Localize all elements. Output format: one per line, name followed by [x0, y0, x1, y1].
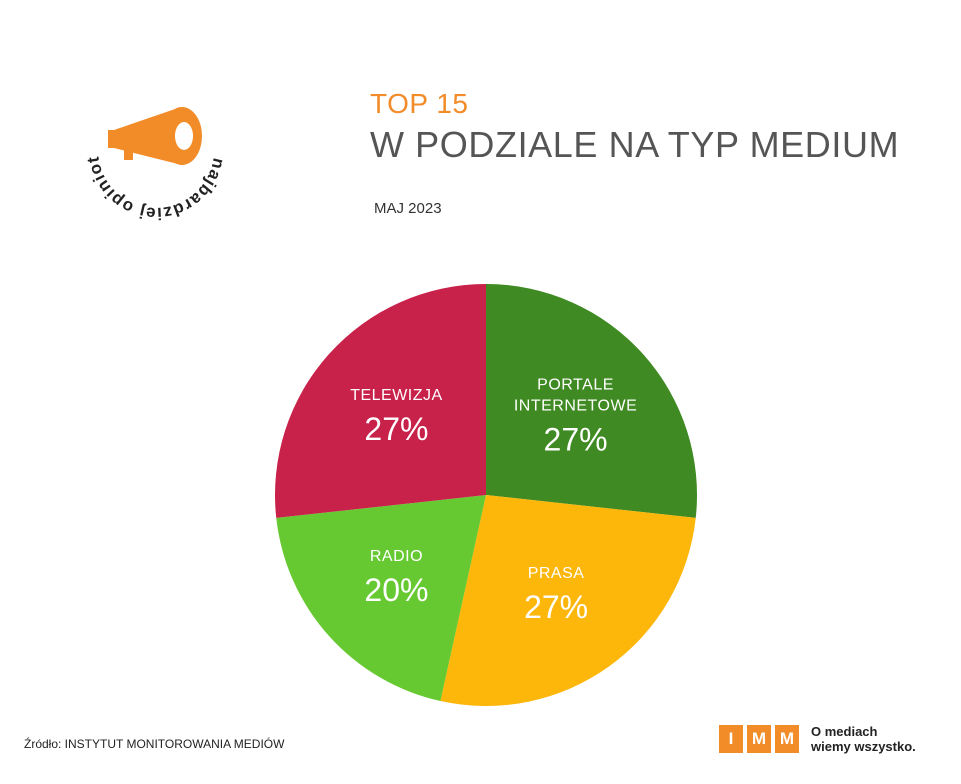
- imm-brand: I M M O mediach wiemy wszystko.: [719, 724, 916, 754]
- slice-value-radio: 20%: [364, 572, 428, 608]
- pie-slice-portale-internetowe: [486, 284, 698, 518]
- pie-slice-radio: [276, 495, 486, 702]
- brand-tagline: O mediach wiemy wszystko.: [811, 724, 916, 754]
- brand-badge: najbardziej opiniotwórcze media: [58, 45, 246, 240]
- slice-label-prasa: PRASA: [528, 565, 585, 582]
- slice-label-portale-internetowe-2: INTERNETOWE: [514, 398, 637, 415]
- page-title: W PODZIALE NA TYP MEDIUM: [370, 124, 900, 165]
- brand-letter-m: M: [747, 725, 771, 753]
- period-label: MAJ 2023: [374, 200, 442, 217]
- slice-value-telewizja: 27%: [364, 411, 428, 447]
- top-label: TOP 15: [370, 88, 469, 119]
- megaphone-icon: [108, 107, 202, 165]
- slice-value-prasa: 27%: [524, 589, 588, 625]
- megaphone-badge-graphic: najbardziej opiniotwórcze media: [58, 45, 228, 223]
- source-note: Źródło: INSTYTUT MONITOROWANIA MEDIÓW: [24, 737, 285, 751]
- brand-letter-i: I: [719, 725, 743, 753]
- slice-value-portale-internetowe: 27%: [544, 422, 608, 458]
- tagline-line-2: wiemy wszystko.: [811, 739, 916, 754]
- pie-slice-prasa: [440, 495, 696, 706]
- pie-slice-telewizja: [275, 284, 486, 518]
- slice-label-radio: RADIO: [370, 548, 423, 565]
- brand-letter-m-2: M: [775, 725, 799, 753]
- slice-label-portale-internetowe: PORTALE: [537, 377, 614, 394]
- slice-label-telewizja: TELEWIZJA: [350, 387, 443, 404]
- tagline-line-1: O mediach: [811, 724, 878, 739]
